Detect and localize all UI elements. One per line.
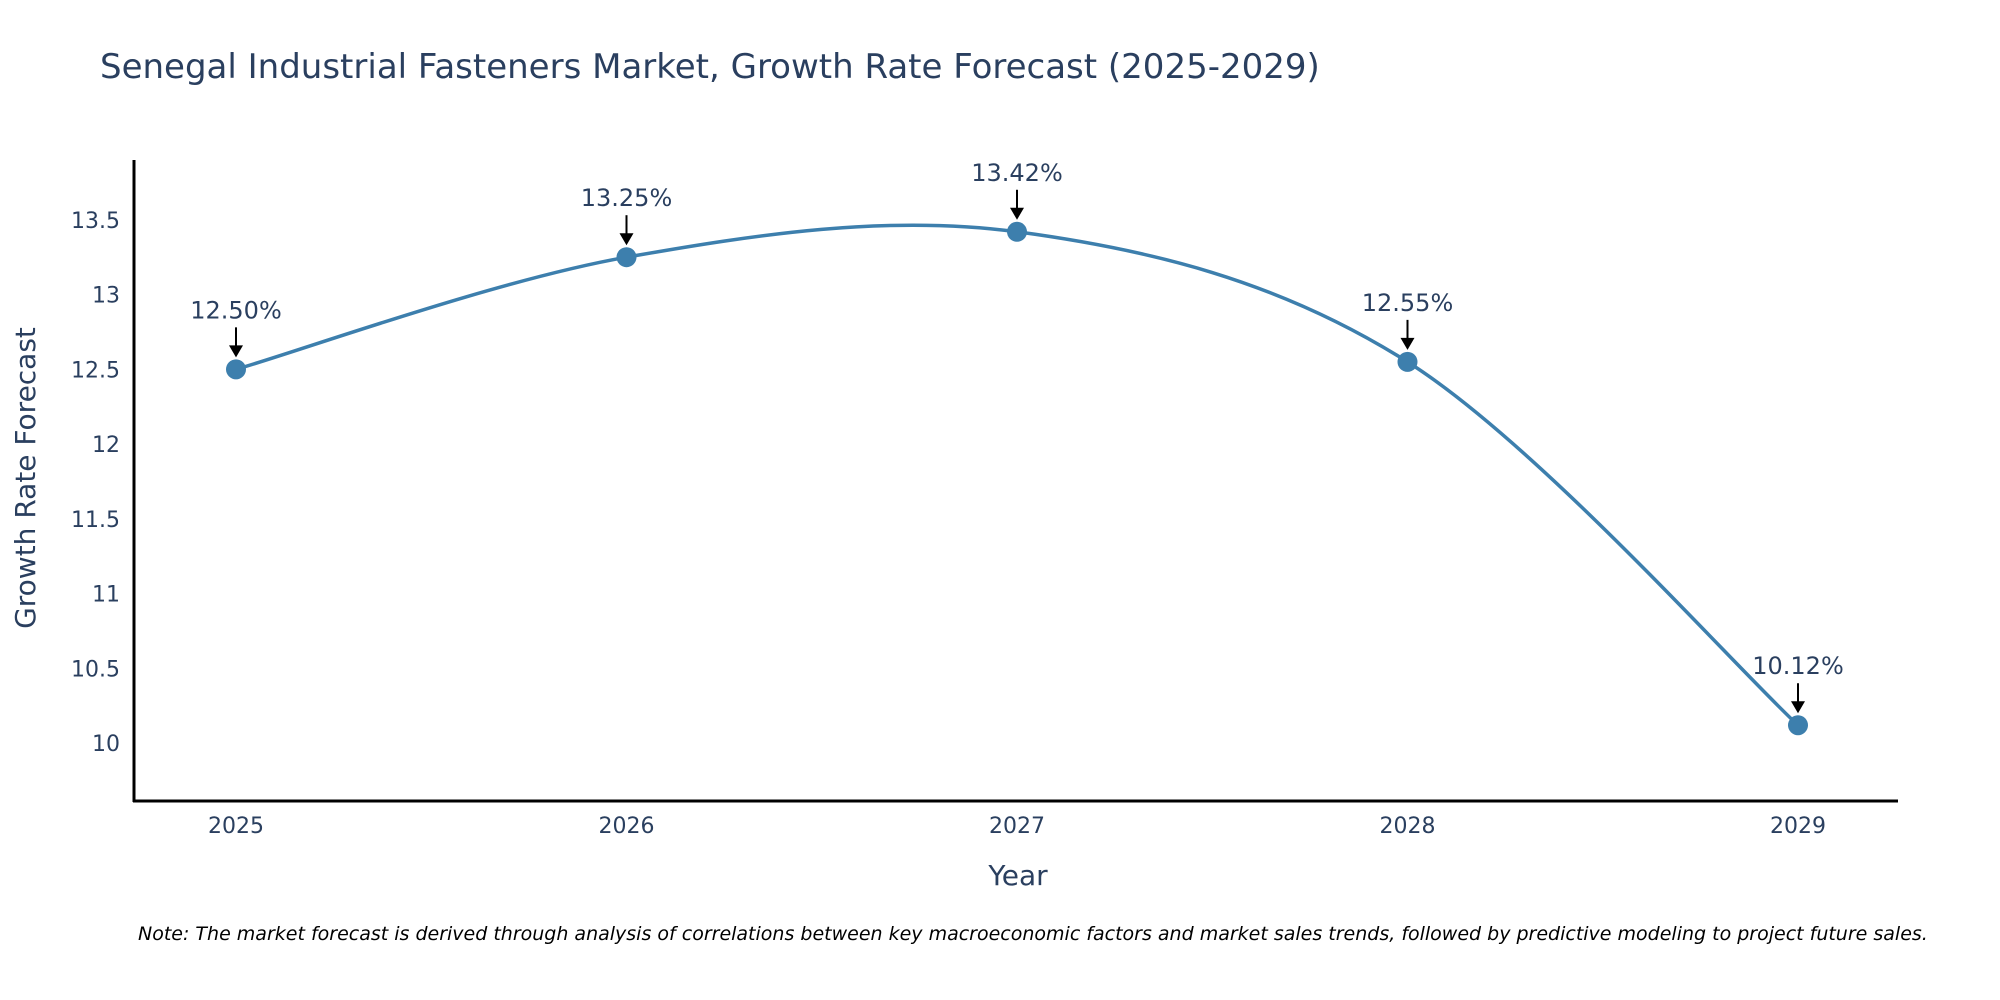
x-tick-label: 2029 [1770,814,1826,839]
data-label: 10.12% [1752,652,1844,680]
data-label: 13.25% [581,184,673,212]
y-axis-title: Growth Rate Forecast [9,327,42,629]
data-label: 12.50% [190,296,282,324]
annotation-arrow-head [1791,701,1805,714]
x-tick-label: 2025 [208,814,264,839]
y-axis-ticks: 10 10.5 11 11.5 12 12.5 13 13.5 [71,209,120,757]
y-tick-label: 12.5 [71,358,120,383]
y-tick-label: 12 [92,433,120,458]
annotation-arrow-head [1010,207,1024,220]
y-tick-label: 13.5 [71,209,120,234]
data-point [1788,715,1808,736]
chart-title: Senegal Industrial Fasteners Market, Gro… [100,47,1320,87]
data-point [1007,221,1027,242]
data-point [616,247,637,268]
x-axis-ticks: 2025 2026 2027 2028 2029 [208,814,1826,839]
footnote: Note: The market forecast is derived thr… [138,923,1928,945]
y-tick-label: 11 [92,583,120,608]
y-tick-label: 13 [92,284,120,309]
annotation-arrow-head [1400,337,1415,350]
data-point [226,359,246,380]
data-annotations: 12.50% 13.25% 13.42% 12.55% 10.12% [190,159,1844,714]
annotation-arrow-head [619,233,634,246]
x-tick-label: 2026 [599,814,655,839]
annotation-arrow-head [229,345,243,358]
series-line [235,223,1800,727]
y-tick-label: 10.5 [71,657,120,682]
data-markers [226,221,1808,736]
data-label: 13.42% [971,159,1063,187]
x-axis-title: Year [987,859,1048,892]
x-tick-label: 2028 [1380,814,1436,839]
data-label: 12.55% [1362,289,1454,317]
data-point [1397,351,1418,372]
y-tick-label: 11.5 [71,508,120,533]
x-tick-label: 2027 [989,814,1045,839]
y-tick-label: 10 [92,732,120,757]
